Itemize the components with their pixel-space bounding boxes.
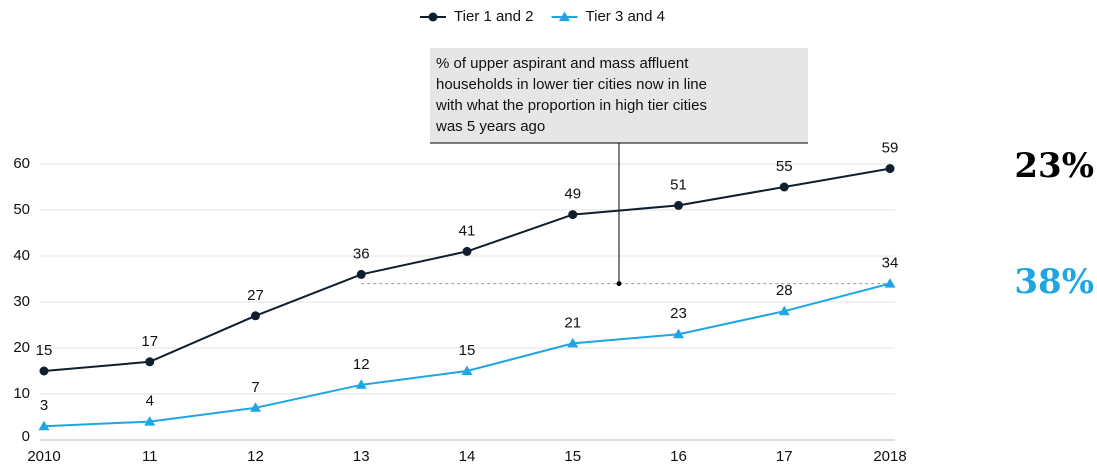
marker	[885, 164, 895, 174]
annotation-box	[430, 48, 808, 143]
data-label: 4	[146, 393, 154, 410]
data-label: 27	[247, 287, 264, 304]
data-label: 23	[670, 305, 687, 322]
data-label: 36	[353, 245, 370, 262]
marker	[674, 200, 683, 210]
side-label: 23%	[1014, 146, 1094, 186]
annotation-text: % of upper aspirant and mass affluent	[436, 55, 689, 72]
data-label: 12	[353, 356, 370, 373]
x-tick-label: 12	[247, 448, 264, 465]
marker	[568, 210, 578, 220]
legend-label: Tier 3 and 4	[586, 8, 666, 25]
x-tick-label: 2018	[873, 448, 906, 465]
x-tick-label: 11	[142, 448, 158, 465]
data-label: 55	[776, 158, 793, 175]
y-tick-label: 10	[13, 385, 30, 402]
marker	[39, 366, 49, 376]
annotation-text: with what the proportion in high tier ci…	[435, 97, 707, 114]
marker	[559, 11, 570, 21]
marker	[673, 328, 684, 339]
x-tick-label: 14	[459, 448, 476, 465]
series-line	[43, 167, 891, 372]
x-tick-label: 17	[776, 448, 793, 465]
marker	[356, 269, 366, 279]
x-tick-label: 13	[353, 448, 370, 465]
marker	[144, 416, 156, 426]
marker	[428, 12, 438, 22]
marker	[251, 311, 260, 321]
data-label: 17	[141, 333, 158, 350]
data-label: 15	[36, 342, 53, 359]
marker	[884, 278, 896, 288]
data-label: 21	[564, 314, 581, 331]
annotation-dot	[616, 281, 622, 287]
y-tick-label: 30	[13, 293, 30, 310]
x-tick-label: 15	[564, 448, 581, 465]
marker	[355, 379, 367, 389]
data-label: 28	[776, 282, 793, 299]
marker	[778, 305, 790, 316]
marker	[567, 337, 579, 348]
data-label: 15	[459, 342, 476, 359]
annotation-text: households in lower tier cities now in l…	[436, 76, 707, 93]
marker	[462, 246, 472, 256]
x-tick-label: 16	[670, 448, 687, 465]
data-label: 34	[882, 255, 899, 272]
data-label: 51	[670, 176, 687, 193]
y-tick-label: 50	[13, 201, 30, 218]
marker	[38, 420, 50, 431]
y-tick-label: 60	[13, 155, 30, 172]
marker	[250, 402, 261, 412]
data-label: 3	[40, 397, 48, 414]
y-tick-label: 20	[13, 339, 30, 356]
marker	[779, 182, 789, 192]
x-tick-label: 2010	[27, 448, 60, 465]
data-label: 59	[882, 140, 899, 157]
y-tick-label: 40	[13, 247, 30, 264]
marker	[145, 357, 155, 367]
annotation-text: was 5 years ago	[435, 118, 545, 135]
data-label: 7	[251, 379, 259, 396]
legend-label: Tier 1 and 2	[454, 8, 534, 25]
marker	[461, 365, 473, 375]
data-label: 49	[564, 186, 581, 203]
data-label: 41	[459, 222, 476, 239]
side-label: 38%	[1014, 262, 1094, 302]
y-tick-label: 0	[22, 428, 30, 445]
